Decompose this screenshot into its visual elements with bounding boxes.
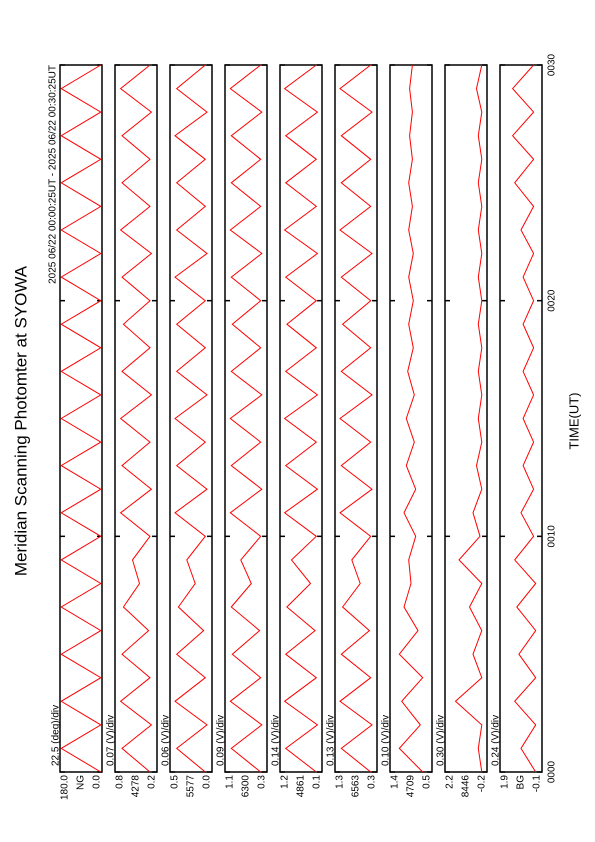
trace [283,64,319,773]
scale-label: 0.24 (V)/div [491,715,502,766]
scale-label: 0.10 (V)/div [381,715,392,766]
panel-frame [279,64,323,773]
y-tick-label: 0.5 [170,775,181,789]
trace [229,64,263,773]
x-tick-label: 0030 [547,53,558,76]
channel-label: 4861 [296,775,307,798]
chart-title: Meridian Scanning Photomter at SYOWA [11,265,30,576]
trace [339,64,373,773]
y-tick-label: -0.1 [532,775,543,793]
x-tick-label: 0000 [547,760,558,783]
channel-label: 4278 [131,775,142,798]
panel-frame [389,64,433,773]
y-tick-label: 180.0 [60,775,71,800]
channel-label: BG [516,775,527,790]
scale-label: 0.30 (V)/div [436,715,447,766]
panel-frame [224,64,268,773]
trace [174,64,208,773]
y-tick-label: 1.3 [335,775,346,789]
panel-frame [444,64,488,773]
rotated-plot: Meridian Scanning Photomter at SYOWA 202… [11,53,581,800]
x-tick-label: 0020 [547,289,558,312]
scale-label: 0.13 (V)/div [326,715,337,766]
x-axis-label: TIME(UT) [566,392,581,449]
y-tick-label: 0.3 [367,775,378,789]
trace [398,64,424,773]
scale-label: 0.06 (V)/div [161,715,172,766]
x-tick-label: 0010 [547,525,558,548]
channel-label: NG [76,775,87,790]
panel-frame [334,64,378,773]
y-tick-label: 0.1 [312,775,323,789]
y-tick-label: 0.5 [422,775,433,789]
panel-frame [169,64,213,773]
scale-label: 22.5 (deg)/div [51,705,62,766]
channel-label: 6563 [351,775,362,798]
y-tick-label: 1.9 [500,775,511,789]
y-tick-label: 0.3 [257,775,268,789]
channel-label: 5577 [186,775,197,798]
subtitle: 2025 06/22 00:00:25UT - 2025 06/22 00:30… [48,65,59,284]
y-tick-label: 2.2 [445,775,456,789]
scale-label: 0.09 (V)/div [216,715,227,766]
trace [511,64,537,773]
y-tick-label: 1.4 [390,775,401,789]
scale-label: 0.07 (V)/div [106,715,117,766]
trace [60,64,102,773]
trace [454,64,483,773]
y-tick-label: 0.0 [202,775,213,789]
channel-label: 4709 [406,775,417,798]
y-tick-label: 1.1 [225,775,236,789]
y-tick-label: 1.2 [280,775,291,789]
channel-label: 6300 [241,775,252,798]
panel-frame [59,64,103,773]
scale-label: 0.14 (V)/div [271,715,282,766]
panel-frame [499,64,543,773]
channel-label: 8446 [461,775,472,798]
y-tick-label: 0.0 [92,775,103,789]
y-tick-label: 0.2 [147,775,158,789]
y-tick-label: -0.2 [477,775,488,793]
y-tick-label: 0.8 [115,775,126,789]
panel-frame [114,64,158,773]
trace [119,64,153,773]
